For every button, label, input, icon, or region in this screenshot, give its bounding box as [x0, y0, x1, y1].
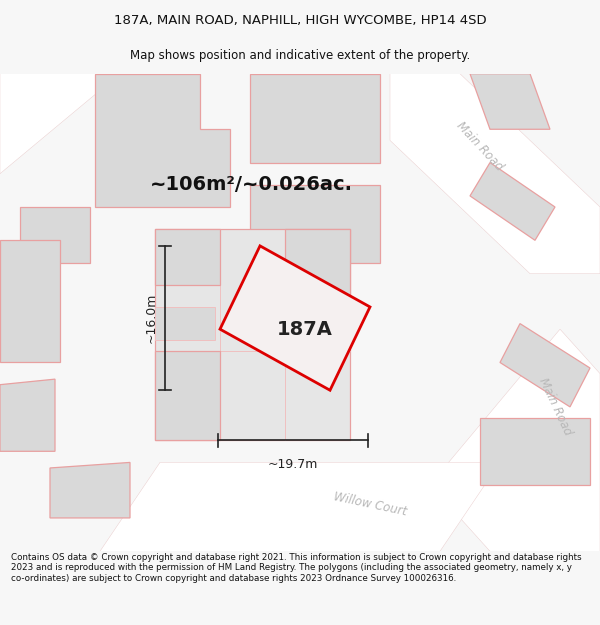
Polygon shape [95, 74, 230, 207]
Polygon shape [500, 324, 590, 407]
Polygon shape [470, 162, 555, 241]
Polygon shape [470, 74, 550, 129]
Polygon shape [250, 185, 380, 262]
Text: ~16.0m: ~16.0m [145, 293, 157, 343]
Polygon shape [285, 229, 350, 307]
Text: Main Road: Main Road [536, 376, 574, 438]
Polygon shape [100, 462, 500, 551]
Polygon shape [155, 351, 220, 440]
Polygon shape [430, 329, 600, 551]
Polygon shape [50, 462, 130, 518]
Polygon shape [220, 246, 370, 390]
Polygon shape [480, 418, 590, 484]
Text: Willow Court: Willow Court [332, 491, 408, 519]
Polygon shape [155, 229, 350, 440]
Text: Contains OS data © Crown copyright and database right 2021. This information is : Contains OS data © Crown copyright and d… [11, 552, 581, 582]
Polygon shape [0, 74, 120, 174]
Text: Map shows position and indicative extent of the property.: Map shows position and indicative extent… [130, 49, 470, 62]
Polygon shape [390, 74, 600, 274]
Text: 187A: 187A [277, 319, 333, 339]
Text: Main Road: Main Road [454, 119, 506, 173]
Polygon shape [20, 207, 90, 262]
Text: 187A, MAIN ROAD, NAPHILL, HIGH WYCOMBE, HP14 4SD: 187A, MAIN ROAD, NAPHILL, HIGH WYCOMBE, … [113, 14, 487, 27]
Polygon shape [155, 307, 215, 340]
Text: ~19.7m: ~19.7m [268, 458, 318, 471]
Polygon shape [0, 379, 55, 451]
Text: ~106m²/~0.026ac.: ~106m²/~0.026ac. [150, 175, 353, 194]
Polygon shape [0, 241, 60, 362]
Polygon shape [250, 74, 380, 162]
Polygon shape [155, 229, 220, 285]
